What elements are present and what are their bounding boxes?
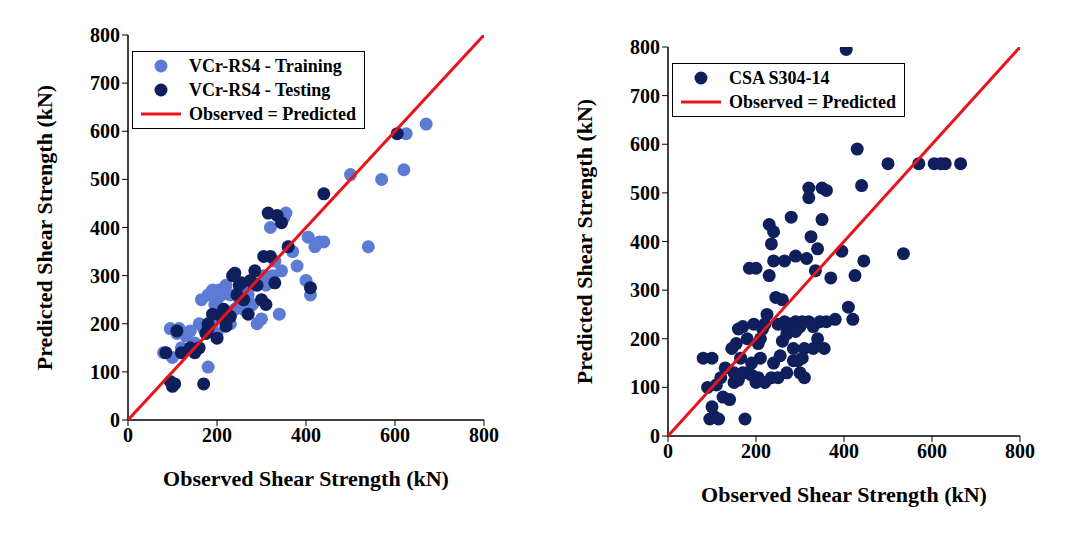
svg-text:800: 800: [469, 424, 499, 446]
svg-text:100: 100: [630, 376, 660, 398]
html-text:VCr-RS4 - Training: VCr-RS4 - Training: [189, 56, 342, 76]
svg-text:500: 500: [630, 182, 660, 204]
svg-text:600: 600: [630, 133, 660, 155]
svg-text:700: 700: [90, 72, 120, 94]
svg-text:200: 200: [202, 424, 232, 446]
svg-text:100: 100: [90, 361, 120, 383]
svg-text:400: 400: [291, 424, 321, 446]
svg-text:500: 500: [90, 168, 120, 190]
svg-text:600: 600: [380, 424, 410, 446]
svg-text:0: 0: [110, 409, 120, 431]
svg-text:200: 200: [90, 313, 120, 335]
svg-text:300: 300: [90, 265, 120, 287]
html-text:VCr-RS4 - Testing: VCr-RS4 - Testing: [189, 80, 331, 100]
svg-text:600: 600: [917, 440, 947, 462]
svg-text:Predicted Shear Strength (kN): Predicted Shear Strength (kN): [572, 99, 597, 384]
svg-text:Predicted Shear Strength (kN): Predicted Shear Strength (kN): [32, 85, 57, 370]
html-text:CSA S304-14: CSA S304-14: [729, 68, 830, 88]
svg-text:Observed Shear Strength (kN): Observed Shear Strength (kN): [163, 466, 449, 491]
svg-text:600: 600: [90, 120, 120, 142]
svg-text:800: 800: [630, 36, 660, 58]
svg-text:800: 800: [90, 24, 120, 46]
svg-text:0: 0: [650, 425, 660, 447]
html-text:Observed = Predicted: Observed = Predicted: [729, 92, 896, 112]
svg-text:400: 400: [829, 440, 859, 462]
html-text:Observed = Predicted: Observed = Predicted: [189, 104, 356, 124]
svg-text:800: 800: [1005, 440, 1035, 462]
svg-text:400: 400: [630, 231, 660, 253]
svg-text:400: 400: [90, 217, 120, 239]
svg-text:700: 700: [630, 85, 660, 107]
svg-text:300: 300: [630, 279, 660, 301]
svg-text:200: 200: [741, 440, 771, 462]
svg-text:200: 200: [630, 328, 660, 350]
svg-text:Observed Shear Strength (kN): Observed Shear Strength (kN): [701, 482, 987, 507]
svg-text:0: 0: [123, 424, 133, 446]
svg-text:0: 0: [663, 440, 673, 462]
